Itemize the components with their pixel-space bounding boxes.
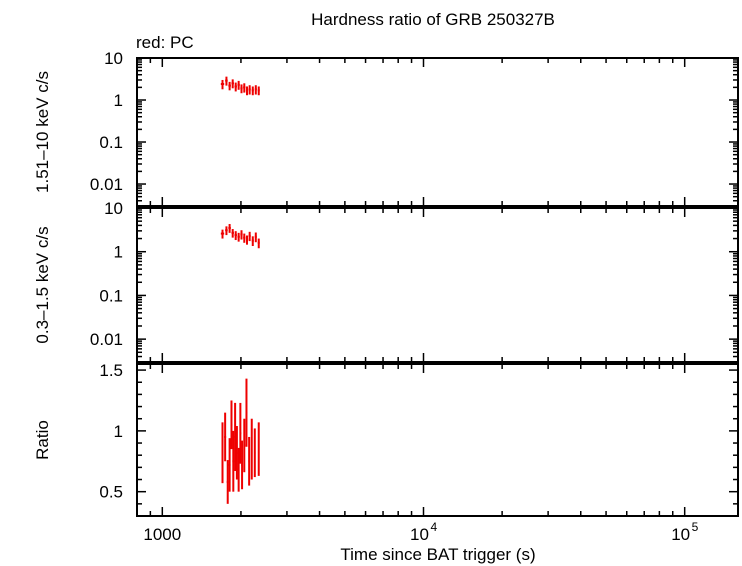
y-tick-label: 1: [114, 91, 123, 110]
data-point: [245, 378, 248, 447]
data-point: [230, 400, 233, 450]
data-point: [243, 233, 246, 243]
data-point: [234, 82, 237, 92]
panels: 10 1 0.1 0.01 1.51–10 keV c/s 10 1 0.1 0.01 0.3–1…: [33, 49, 739, 517]
x-tick-label-exponent: 5: [692, 520, 699, 534]
data-point: [248, 85, 251, 95]
data-point: [228, 438, 231, 492]
x-tick-label: 1000: [143, 525, 181, 544]
data-point: [224, 412, 227, 462]
x-tick-label: 10: [671, 525, 690, 544]
y-axis-label: 1.51–10 keV c/s: [33, 71, 52, 193]
data-point: [245, 86, 249, 96]
data-point: [245, 235, 249, 245]
panel-2: 10 1 0.1 0.01 0.3–1.5 keV c/s: [33, 199, 739, 363]
y-tick-label: 0.1: [99, 133, 123, 152]
data-point: [243, 83, 246, 93]
y-tick-label: 10: [104, 49, 123, 68]
x-tick-label-exponent: 4: [430, 520, 437, 534]
y-tick-label: 10: [104, 199, 123, 218]
y-tick-label: 0.5: [99, 483, 123, 502]
data-point: [254, 232, 257, 243]
y-tick-label: 1.5: [99, 361, 123, 380]
data-point: [251, 236, 254, 247]
data-point: [228, 224, 231, 233]
y-tick-label: 1: [114, 422, 123, 441]
data-point: [251, 86, 254, 96]
x-tick-label: 10: [410, 525, 429, 544]
data-point: [250, 418, 253, 480]
y-axis-label: 0.3–1.5 keV c/s: [33, 226, 52, 343]
data-point: [221, 422, 224, 484]
data-point: [257, 422, 260, 476]
y-tick-label: 0.01: [90, 175, 123, 194]
data-point: [243, 418, 246, 473]
y-axis-label: Ratio: [33, 420, 52, 460]
data-point: [253, 428, 256, 478]
data-point: [220, 79, 225, 90]
data-point: [235, 426, 238, 480]
data-point: [234, 231, 237, 241]
panel-1: 10 1 0.1 0.01 1.51–10 keV c/s: [33, 49, 739, 207]
data-point: [226, 460, 229, 504]
data-point: [228, 81, 231, 91]
legend-label: red: PC: [136, 33, 194, 52]
data-point: [237, 232, 240, 242]
chart-title: Hardness ratio of GRB 250327B: [311, 10, 555, 29]
panel-3: 1.5 1 0.5 Ratio: [33, 361, 739, 517]
data-point: [225, 76, 228, 86]
data-point: [231, 79, 234, 89]
data-point: [257, 238, 260, 249]
data-point: [232, 430, 235, 492]
panel-frame: [136, 207, 739, 363]
data-point: [237, 447, 240, 492]
data-point: [248, 231, 251, 242]
y-tick-label: 1: [114, 243, 123, 262]
data-point: [257, 86, 260, 96]
data-point: [254, 85, 257, 95]
x-axis-label: Time since BAT trigger (s): [340, 545, 535, 564]
data-point: [234, 402, 237, 472]
data-point: [237, 80, 240, 90]
panel-frame: [136, 363, 739, 517]
data-point: [225, 226, 228, 236]
data-point: [220, 229, 225, 239]
y-tick-label: 0.1: [99, 286, 123, 305]
data-point: [241, 440, 244, 490]
data-point: [240, 230, 243, 240]
data-point: [239, 402, 242, 464]
y-tick-label: 0.01: [90, 330, 123, 349]
data-point: [248, 436, 251, 486]
data-point: [240, 84, 243, 94]
data-point: [231, 229, 234, 238]
panel-frame: [136, 57, 739, 207]
